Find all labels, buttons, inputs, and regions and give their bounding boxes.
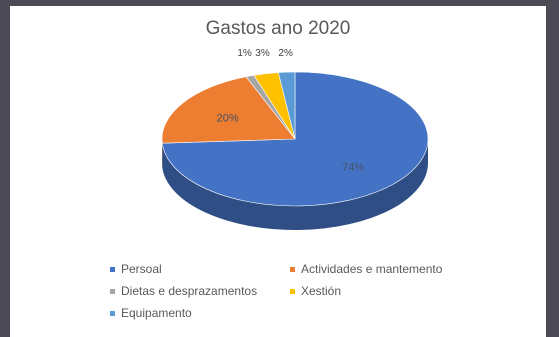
legend-label: Actividades e mantemento (301, 262, 443, 276)
chart-title: Gastos ano 2020 (205, 18, 351, 39)
data-label: 74% (342, 162, 364, 174)
pie-slice-side (162, 139, 428, 231)
legend-item: Xestión (290, 284, 341, 298)
legend-swatch (110, 288, 115, 294)
data-label: 3% (255, 48, 270, 59)
pie-slice (277, 71, 296, 140)
pie-chart: 74% 20% 1% 3% 2% (161, 48, 429, 231)
data-label: 2% (278, 48, 293, 59)
legend-swatch (290, 266, 295, 272)
legend-swatch (290, 288, 295, 294)
data-label: 20% (217, 112, 239, 124)
legend-label: Dietas e desprazamentos (121, 284, 258, 298)
legend-item: Equipamento (110, 306, 192, 320)
legend-label: Persoal (121, 262, 162, 276)
pie-slice (161, 76, 296, 144)
legend-item: Persoal (110, 262, 162, 276)
legend-swatch (110, 266, 115, 272)
legend-swatch (110, 310, 115, 316)
legend-label: Xestión (301, 284, 342, 298)
data-label: 1% (237, 48, 252, 59)
legend-item: Dietas e desprazamentos (110, 284, 257, 298)
legend-label: Equipamento (121, 306, 192, 320)
legend-item: Actividades e mantemento (290, 262, 442, 276)
chart-area: Gastos ano 2020 74% 20% 1% 3% 2% Persoal Acti… (10, 6, 546, 337)
